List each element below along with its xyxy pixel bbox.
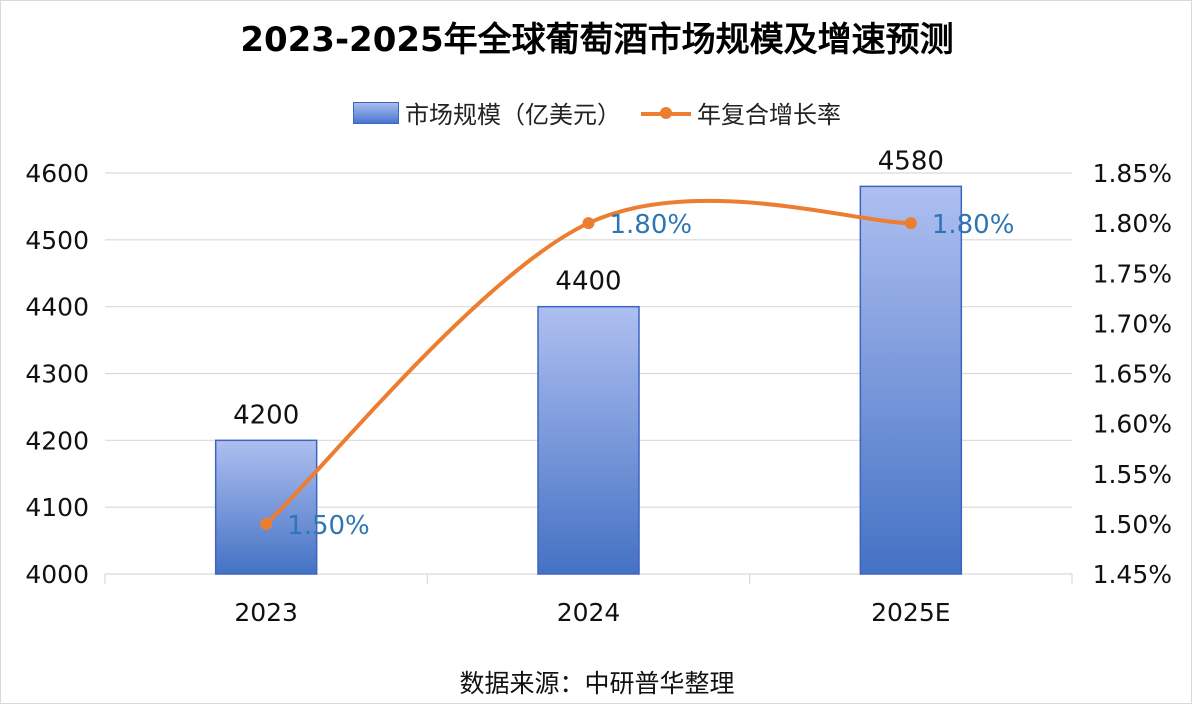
growth-rate-label: 1.80%: [932, 210, 1015, 240]
bar-value-label: 4200: [233, 400, 299, 430]
right-tick-label: 1.70%: [1093, 309, 1172, 338]
right-tick-label: 1.55%: [1093, 460, 1172, 489]
right-tick-label: 1.80%: [1093, 209, 1172, 238]
growth-rate-label: 1.50%: [287, 511, 370, 541]
left-tick-label: 4000: [25, 560, 89, 589]
right-tick-label: 1.60%: [1093, 410, 1172, 439]
legend-item-line: 年复合增长率: [641, 95, 841, 130]
left-tick-label: 4200: [25, 426, 89, 455]
growth-rate-label: 1.80%: [610, 210, 693, 240]
left-tick-label: 4400: [25, 293, 89, 322]
axes: 4000 4100 4200 4300 4400 4500 4600 1.45% 1.50% 1.…: [25, 159, 1172, 627]
source-note: 数据来源：中研普华整理: [459, 669, 735, 698]
growth-rate-point: [582, 217, 595, 230]
growth-rate-line: [264, 198, 913, 526]
legend-bar-label: 市场规模（亿美元）: [405, 101, 621, 129]
bar: [859, 185, 963, 575]
x-tick-label: 2023: [234, 598, 298, 627]
left-tick-label: 4600: [25, 159, 89, 188]
bar-value-label: 4400: [555, 267, 621, 297]
right-tick-label: 1.50%: [1093, 510, 1172, 539]
x-tick-label: 2024: [557, 598, 621, 627]
left-tick-label: 4500: [25, 226, 89, 255]
legend-line-swatch: [641, 102, 691, 124]
right-tick-label: 1.65%: [1093, 360, 1172, 389]
left-tick-label: 4100: [25, 493, 89, 522]
right-tick-label: 1.45%: [1093, 560, 1172, 589]
chart-title: 2023-2025年全球葡萄酒市场规模及增速预测: [240, 20, 954, 60]
legend: 市场规模（亿美元） 年复合增长率: [0, 95, 1194, 130]
growth-rate-point: [260, 517, 273, 530]
bar-value-label: 4580: [878, 146, 944, 176]
legend-item-bar: 市场规模（亿美元）: [353, 95, 621, 130]
bar-series: [214, 185, 963, 575]
growth-rate-point: [904, 217, 917, 230]
legend-line-label: 年复合增长率: [697, 101, 841, 129]
x-tick-label: 2025E: [871, 598, 950, 627]
line-series: [260, 198, 917, 530]
bar: [537, 305, 640, 575]
right-tick-label: 1.85%: [1093, 159, 1172, 188]
right-tick-label: 1.75%: [1093, 259, 1172, 288]
bar: [214, 439, 318, 575]
data-labels: 4200 4400 4580 1.50% 1.80% 1.80%: [233, 146, 1014, 541]
legend-bar-swatch: [353, 101, 399, 124]
left-tick-label: 4300: [25, 360, 89, 389]
